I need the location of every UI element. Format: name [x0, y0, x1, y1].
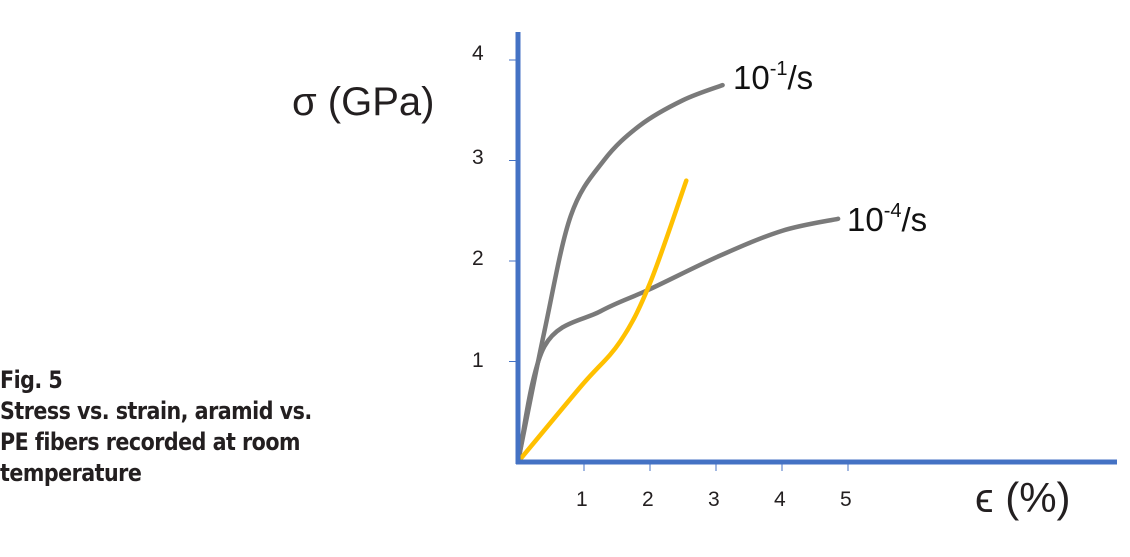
series-label-10-1: 10-1/s — [733, 58, 814, 96]
series-label-10-4: 10-4/s — [847, 200, 928, 238]
x-tick-4: 4 — [774, 488, 786, 511]
x-tick-5: 5 — [840, 488, 852, 511]
axis-ticks — [509, 59, 849, 471]
x-axis-label: ϵ (%) — [975, 474, 1071, 521]
series-curve-0 — [515, 82, 725, 465]
series-curve-1 — [515, 216, 841, 465]
plot-curves — [515, 82, 841, 465]
x-tick-1: 1 — [576, 488, 588, 511]
y-tick-2: 2 — [472, 247, 484, 270]
caption-line-1: Stress vs. strain, aramid vs. — [0, 397, 312, 425]
x-tick-2: 2 — [642, 488, 654, 511]
y-tick-4: 4 — [472, 42, 484, 65]
caption-line-3: temperature — [0, 459, 142, 487]
series-curve-2 — [515, 178, 689, 465]
figure-caption: Fig. 5 Stress vs. strain, aramid vs. PE … — [0, 365, 327, 489]
y-tick-3: 3 — [472, 146, 484, 169]
figure-number: Fig. 5 — [0, 366, 63, 394]
caption-line-2: PE fibers recorded at room — [0, 428, 301, 456]
y-tick-1: 1 — [472, 349, 484, 372]
y-axis-label: σ (GPa) — [292, 80, 435, 124]
x-tick-3: 3 — [708, 488, 720, 511]
